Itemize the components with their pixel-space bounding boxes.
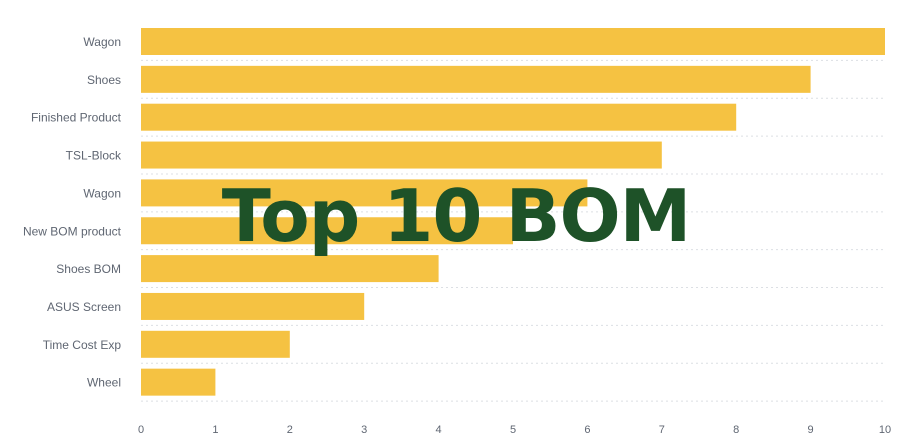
category-label: Wagon	[83, 35, 121, 49]
category-label: Shoes	[87, 73, 121, 87]
category-label: ASUS Screen	[47, 300, 121, 314]
x-tick-label: 1	[212, 424, 218, 436]
x-tick-label: 10	[879, 424, 891, 436]
bar	[141, 103, 737, 131]
category-label: Time Cost Exp	[43, 338, 122, 352]
bar	[141, 368, 216, 396]
x-tick-label: 2	[287, 424, 293, 436]
bar	[141, 217, 513, 245]
category-label: Finished Product	[31, 111, 122, 125]
bar	[141, 65, 811, 93]
bar	[141, 330, 290, 358]
x-tick-label: 5	[510, 424, 516, 436]
bar	[141, 292, 365, 320]
category-label: Shoes BOM	[56, 262, 121, 276]
bar	[141, 28, 885, 55]
x-tick-label: 4	[436, 424, 442, 436]
x-tick-label: 3	[361, 424, 367, 436]
x-tick-label: 9	[808, 424, 814, 436]
x-tick-label: 8	[733, 424, 739, 436]
bar	[141, 141, 662, 169]
bar	[141, 255, 439, 283]
x-tick-label: 0	[138, 424, 144, 436]
x-tick-label: 7	[659, 424, 665, 436]
category-label: Wagon	[83, 186, 121, 200]
category-label: Wheel	[87, 376, 121, 390]
category-label: New BOM product	[23, 224, 122, 238]
bar	[141, 179, 588, 207]
category-label: TSL-Block	[66, 149, 122, 163]
x-tick-label: 6	[584, 424, 590, 436]
